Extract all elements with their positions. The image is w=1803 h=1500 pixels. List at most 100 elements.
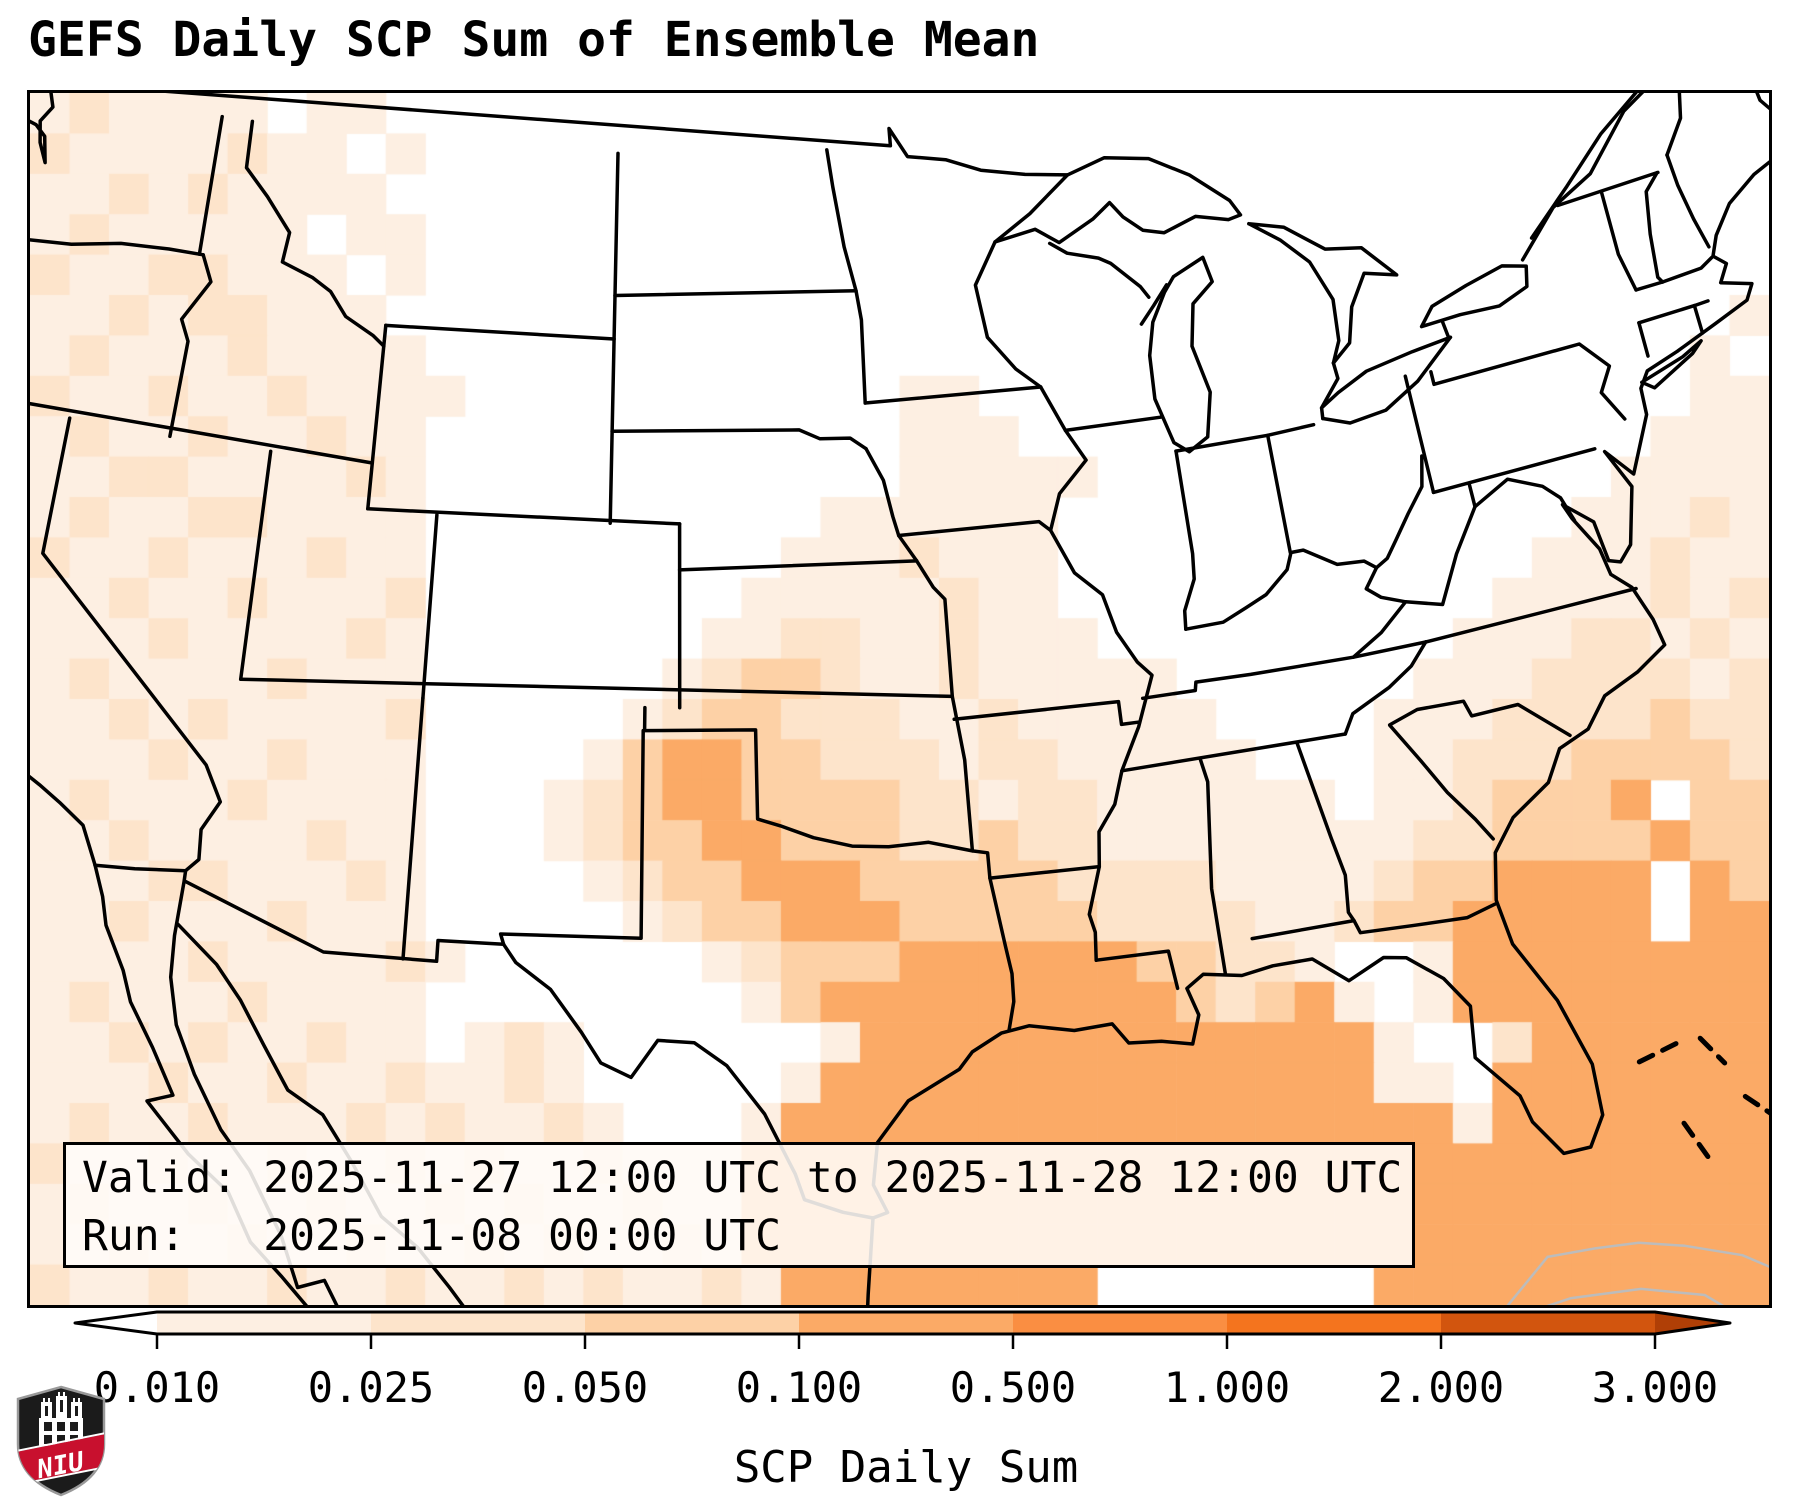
us-borders-path bbox=[41, 416, 223, 873]
us-borders-path bbox=[1644, 170, 1665, 284]
us-borders-path bbox=[366, 323, 388, 511]
us-borders-path bbox=[421, 513, 439, 700]
us-borders-path bbox=[871, 160, 1769, 1220]
forecast-info-box: Valid: 2025-11-27 12:00 UTC to 2025-11-2… bbox=[63, 1142, 1415, 1268]
niu-logo: NIU bbox=[16, 1385, 106, 1497]
us-borders-path bbox=[950, 694, 1016, 1032]
valid-time-text: Valid: 2025-11-27 12:00 UTC to 2025-11-2… bbox=[82, 1153, 1403, 1203]
us-borders-path bbox=[1321, 335, 1453, 425]
map-panel: Valid: 2025-11-27 12:00 UTC to 2025-11-2… bbox=[27, 90, 1772, 1308]
us-borders-path bbox=[610, 428, 868, 451]
colorbar-segment bbox=[585, 1312, 799, 1334]
us-borders-path bbox=[825, 148, 867, 405]
us-borders-path bbox=[1403, 374, 1436, 495]
us-borders-path bbox=[1247, 221, 1399, 365]
us-borders-path bbox=[1529, 93, 1638, 240]
colorbar-segment bbox=[799, 1312, 1013, 1334]
bahamas-coastline bbox=[1636, 1038, 1684, 1065]
us-borders-path bbox=[1634, 255, 1714, 292]
us-borders-path bbox=[384, 323, 616, 341]
colorbar-segment bbox=[371, 1312, 585, 1334]
us-borders-path bbox=[1174, 449, 1196, 631]
us-borders-path bbox=[952, 699, 1140, 727]
us-borders-path bbox=[168, 253, 213, 439]
us-borders-path bbox=[1640, 339, 1703, 390]
us-borders-path bbox=[608, 151, 620, 525]
us-borders-path bbox=[1343, 640, 1428, 736]
us-borders-path bbox=[238, 677, 955, 699]
run-time-text: Run: 2025-11-08 00:00 UTC bbox=[82, 1211, 781, 1261]
us-borders-path bbox=[30, 401, 375, 465]
us-borders-path bbox=[914, 559, 955, 699]
state-borders-layer bbox=[30, 93, 1769, 1305]
us-borders-path bbox=[677, 559, 919, 572]
us-borders-path bbox=[1440, 319, 1451, 340]
colorbar-tick-label: 0.100 bbox=[736, 1363, 862, 1412]
us-borders-path bbox=[1423, 586, 1638, 644]
castle-icon bbox=[18, 1392, 104, 1486]
bahamas-coastline bbox=[1681, 1120, 1712, 1161]
us-borders-path bbox=[1174, 422, 1316, 453]
colorbar-tick-label: 0.010 bbox=[94, 1363, 220, 1412]
us-borders-path bbox=[1419, 264, 1529, 329]
cuba-coastline bbox=[1506, 1241, 1769, 1305]
us-borders-path bbox=[1387, 699, 1572, 738]
colorbar-segment bbox=[157, 1312, 371, 1334]
us-borders-path bbox=[238, 449, 273, 681]
colorbar-axis-label: SCP Daily Sum bbox=[734, 1442, 1078, 1493]
us-borders-path bbox=[1184, 454, 1424, 631]
us-borders-path bbox=[1351, 600, 1408, 659]
us-borders-path bbox=[973, 240, 1043, 389]
us-borders-path bbox=[1467, 477, 1577, 523]
colorbar-tick-label: 2.000 bbox=[1378, 1363, 1504, 1412]
us-borders-path bbox=[1429, 342, 1627, 421]
us-borders-path bbox=[642, 705, 975, 853]
us-borders-path bbox=[366, 507, 682, 526]
us-borders-path bbox=[498, 728, 645, 947]
colorbar-tick-label: 0.050 bbox=[522, 1363, 648, 1412]
us-borders-path bbox=[93, 863, 339, 1305]
us-borders-path bbox=[988, 864, 1102, 880]
us-borders-path bbox=[613, 288, 858, 298]
us-borders-path bbox=[1319, 335, 1453, 421]
us-borders-path bbox=[30, 93, 55, 165]
colorbar-tick-label: 3.000 bbox=[1592, 1363, 1718, 1412]
us-borders-path bbox=[1063, 415, 1163, 433]
us-borders-path bbox=[1431, 447, 1597, 495]
colorbar-segment bbox=[1227, 1312, 1441, 1334]
us-borders-path bbox=[1692, 303, 1705, 335]
us-borders-path bbox=[1665, 93, 1769, 157]
colorbar-tick-label: 0.500 bbox=[950, 1363, 1076, 1412]
us-borders-path bbox=[30, 238, 205, 257]
us-borders-path bbox=[1250, 902, 1497, 941]
us-borders-path bbox=[1665, 153, 1711, 249]
colorbar-over-arrow bbox=[1655, 1312, 1730, 1334]
us-borders-path bbox=[865, 1216, 875, 1305]
us-borders-path bbox=[197, 114, 224, 256]
us-borders-path bbox=[864, 446, 919, 563]
us-borders-path bbox=[1198, 757, 1228, 976]
us-borders-path bbox=[165, 93, 1070, 177]
us-borders-path bbox=[1388, 723, 1495, 841]
us-borders-path bbox=[1140, 640, 1428, 701]
us-borders-path bbox=[1047, 241, 1151, 299]
us-borders-path bbox=[1147, 255, 1214, 454]
page-title: GEFS Daily SCP Sum of Ensemble Mean bbox=[28, 12, 1040, 68]
us-borders-path bbox=[244, 119, 386, 348]
colorbar-segment bbox=[1441, 1312, 1655, 1334]
us-borders-path bbox=[401, 696, 425, 961]
us-borders-path bbox=[1139, 283, 1169, 326]
us-borders-path bbox=[1520, 93, 1645, 262]
colorbar-segment bbox=[1013, 1312, 1227, 1334]
us-borders-path bbox=[1637, 321, 1650, 358]
us-borders-path bbox=[1094, 949, 1180, 991]
us-borders-path bbox=[1364, 504, 1477, 607]
us-borders-path bbox=[1319, 361, 1340, 410]
bahamas-coastline bbox=[1697, 1035, 1728, 1066]
us-borders-path bbox=[1120, 732, 1348, 773]
us-borders-path bbox=[30, 774, 97, 868]
colorbar-under-arrow bbox=[75, 1312, 157, 1334]
scp-heatmap bbox=[30, 93, 1769, 1305]
colorbar: 0.010 0.025 0.050 0.100 0.500 1.000 2.000 3.000… bbox=[73, 1310, 1732, 1493]
us-borders-path bbox=[1295, 741, 1356, 923]
